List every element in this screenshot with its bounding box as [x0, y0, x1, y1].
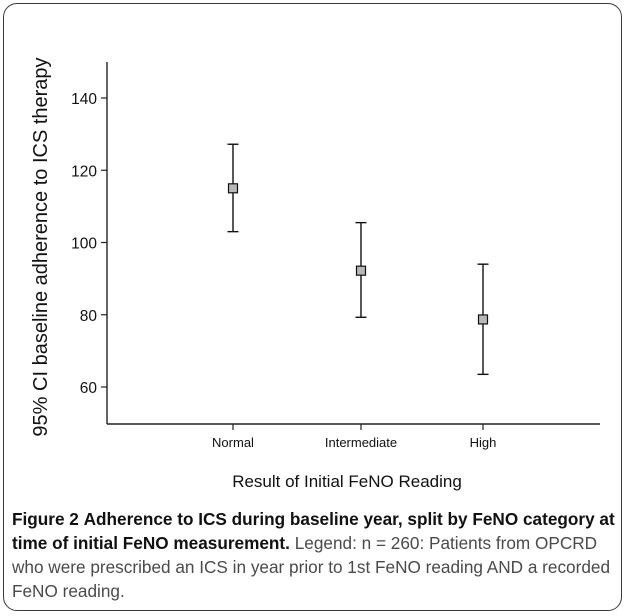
x-tick-label: Intermediate [325, 435, 397, 450]
y-tick-label: 100 [71, 236, 97, 253]
y-tick-label: 80 [80, 308, 98, 325]
chart-axes [106, 62, 600, 425]
caption-body: Legend: n = 260: Patients from OPCRD who… [12, 533, 611, 601]
y-tick-label: 120 [71, 163, 97, 180]
caption-label: Figure 2 [12, 509, 79, 529]
y-axis-label: 95% CI baseline adherence to ICS therapy [30, 57, 52, 436]
mean-marker [355, 265, 367, 276]
caption-heading: Adherence to ICS during baseline year, s… [12, 509, 615, 553]
y-ticks: 60 80 100 120 140 [71, 91, 107, 397]
y-tick-label: 140 [71, 91, 97, 108]
x-tick-label: High [470, 435, 497, 450]
figure-caption: Figure 2 Adherence to ICS during baselin… [12, 507, 616, 603]
mean-marker [227, 183, 239, 194]
x-tick-label: Normal [212, 435, 254, 450]
figure-frame [3, 3, 622, 611]
y-tick-label: 60 [80, 380, 98, 397]
chart-marks [227, 143, 489, 376]
chart: 60 80 100 120 140 Normal Intermediate High 95%… [30, 57, 600, 491]
x-axis-label: Result of Initial FeNO Reading [232, 472, 462, 491]
mean-marker [477, 314, 489, 325]
x-categories: Normal Intermediate High [212, 424, 496, 450]
